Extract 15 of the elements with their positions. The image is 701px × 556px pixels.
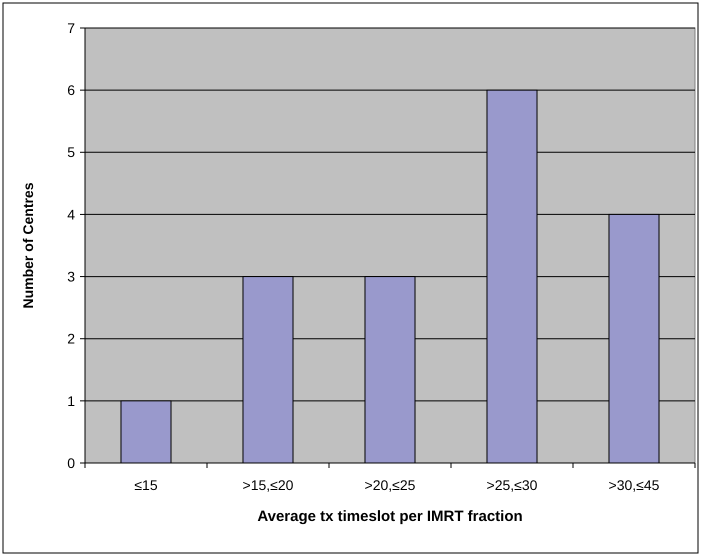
x-tick-label: >15,≤20 [242, 477, 294, 493]
y-tick-label: 5 [67, 144, 76, 160]
x-tick-label: >30,≤45 [608, 477, 660, 493]
y-tick-label: 7 [67, 20, 76, 36]
y-tick-label: 1 [67, 392, 76, 409]
y-tick-label: 4 [67, 206, 76, 222]
y-tick-label: 2 [67, 330, 76, 347]
x-tick-label: ≤15 [134, 477, 158, 493]
y-tick-label: 3 [67, 268, 76, 284]
x-tick-label: >25,≤30 [486, 477, 538, 493]
x-axis-title: Average tx timeslot per IMRT fraction [257, 508, 523, 525]
y-tick-label: 0 [67, 454, 76, 471]
y-tick-label: 6 [67, 82, 76, 98]
y-axis-title: Number of Centres [20, 182, 36, 309]
x-tick-label: >20,≤25 [364, 477, 416, 493]
